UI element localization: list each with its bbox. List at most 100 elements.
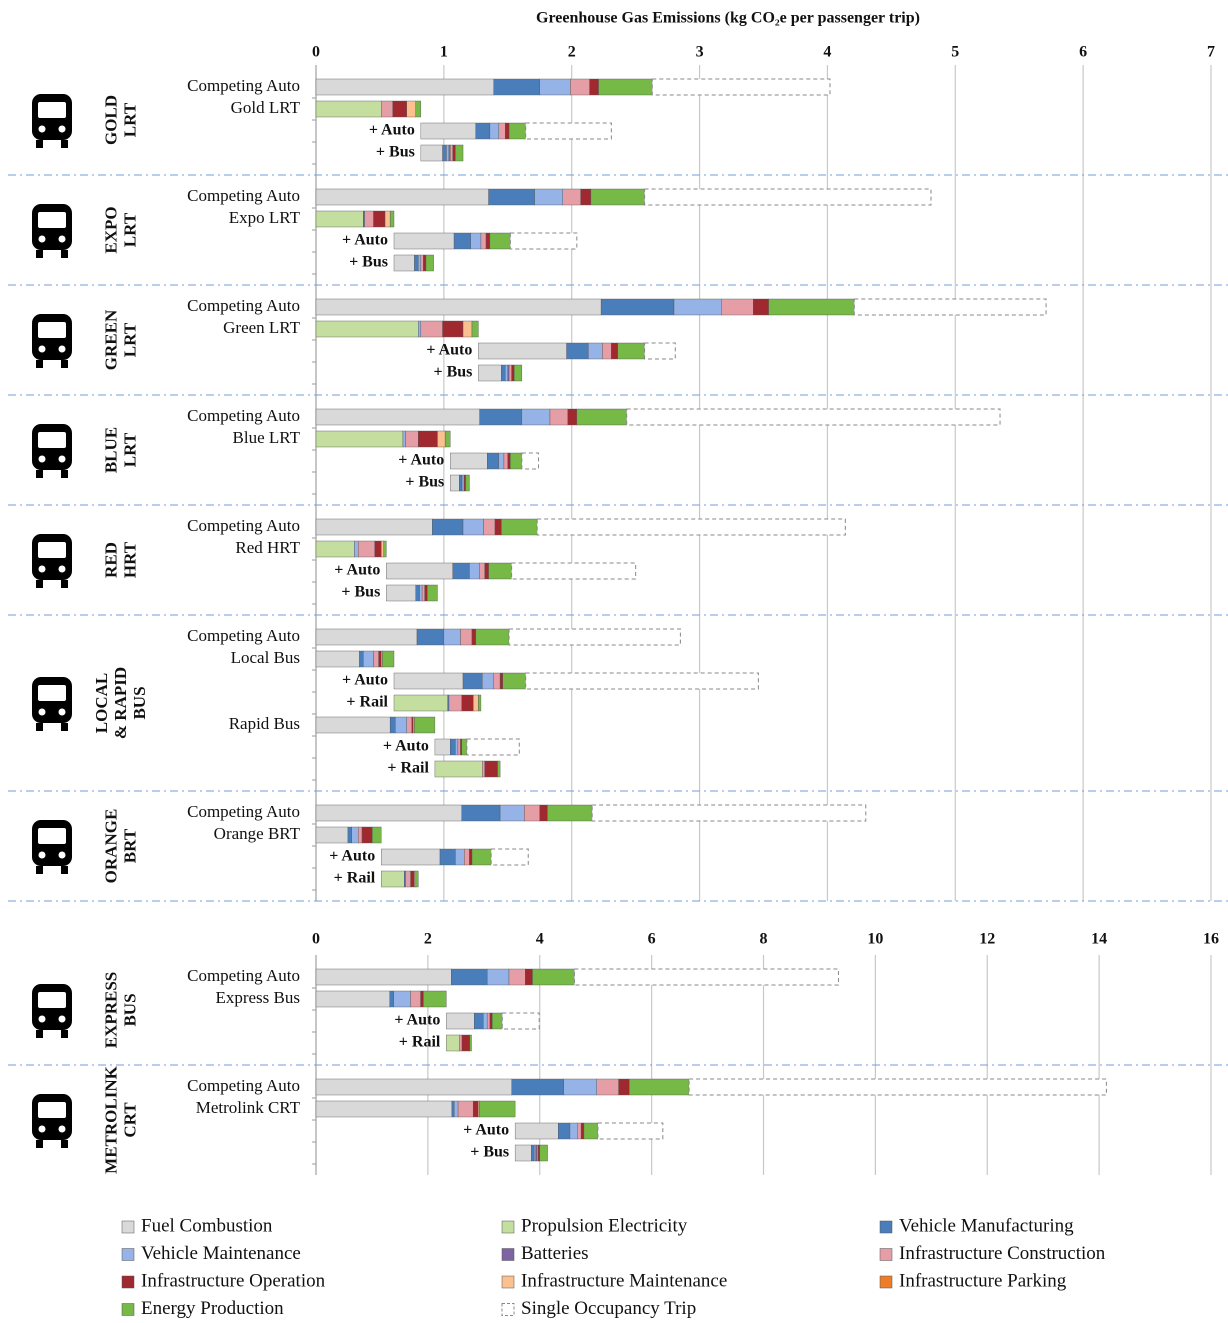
icon-window bbox=[38, 542, 66, 558]
vehicle-icon bbox=[32, 677, 72, 731]
group-label: RED bbox=[101, 542, 120, 578]
bar-segment bbox=[455, 738, 459, 756]
bar-segment bbox=[558, 1122, 571, 1140]
icon-light bbox=[58, 1015, 66, 1023]
legend-label: Vehicle Manufacturing bbox=[899, 1215, 1074, 1236]
bar-segment bbox=[478, 364, 502, 382]
group-label: EXPRESS bbox=[101, 972, 120, 1049]
bar-segment bbox=[569, 1122, 578, 1140]
icon-light bbox=[38, 345, 46, 353]
icon-light bbox=[38, 1125, 46, 1133]
row-label: + Auto bbox=[383, 738, 429, 755]
row-label: Competing Auto bbox=[187, 966, 300, 985]
bar-segment bbox=[405, 870, 411, 888]
bar-segment bbox=[347, 826, 353, 844]
bar-segment bbox=[406, 716, 413, 734]
bar-segment bbox=[415, 100, 422, 118]
row-label: Blue LRT bbox=[233, 428, 301, 447]
bar-segment bbox=[315, 716, 391, 734]
bar-segment bbox=[464, 848, 470, 866]
bar-segment bbox=[393, 694, 448, 712]
bar-segment bbox=[315, 298, 602, 316]
bar-segment bbox=[465, 474, 470, 492]
bar-segment bbox=[600, 298, 675, 316]
bar-segment bbox=[389, 990, 394, 1008]
bar-segment bbox=[483, 518, 496, 536]
bar-segment bbox=[472, 1100, 479, 1118]
bar-segment bbox=[315, 1078, 512, 1096]
row-label: + Bus bbox=[470, 1144, 509, 1161]
bar-segment bbox=[414, 716, 436, 734]
icon-light bbox=[38, 565, 46, 573]
group-label: ORANGE bbox=[101, 809, 120, 884]
icon-wheel bbox=[36, 1030, 43, 1038]
vehicle-icon bbox=[32, 1094, 72, 1148]
bar-segment bbox=[315, 804, 462, 822]
bar-segment bbox=[507, 452, 511, 470]
bar-segment bbox=[563, 1078, 598, 1096]
single-occupancy-segment bbox=[525, 672, 759, 690]
bar-segment bbox=[489, 232, 511, 250]
icon-light bbox=[58, 125, 66, 133]
row-label: Metrolink CRT bbox=[196, 1098, 301, 1117]
bar-segment bbox=[372, 826, 382, 844]
bar-segment bbox=[479, 408, 523, 426]
bar-segment bbox=[381, 540, 384, 558]
bar-segment bbox=[479, 562, 485, 580]
row-label: + Auto bbox=[394, 1012, 440, 1029]
bar-segment bbox=[315, 968, 452, 986]
bar-segment bbox=[444, 430, 451, 448]
bar-segment bbox=[482, 760, 485, 778]
bar-segment bbox=[315, 430, 404, 448]
bar-segment bbox=[432, 518, 464, 536]
bar-segment bbox=[566, 342, 589, 360]
bar-segment bbox=[484, 562, 489, 580]
vehicle-icon bbox=[32, 314, 72, 368]
bar-segment bbox=[420, 144, 443, 162]
bar-segment bbox=[462, 320, 473, 338]
group-label: BRT bbox=[120, 828, 139, 863]
bar-segment bbox=[421, 584, 425, 602]
bar-segment bbox=[502, 672, 526, 690]
bar-segment bbox=[471, 320, 479, 338]
bar-segment bbox=[539, 78, 571, 96]
bar-segment bbox=[361, 826, 373, 844]
bar-segment bbox=[514, 1122, 559, 1140]
x-tick-label: 16 bbox=[1203, 931, 1219, 948]
bar-segment bbox=[494, 518, 502, 536]
bar-segment bbox=[513, 364, 523, 382]
single-occupancy-segment bbox=[525, 122, 612, 140]
icon-light bbox=[58, 851, 66, 859]
bar-segment bbox=[478, 342, 567, 360]
x-tick-label: 6 bbox=[648, 931, 656, 948]
bar-segment bbox=[383, 540, 387, 558]
icon-wheel bbox=[61, 723, 68, 731]
bar-segment bbox=[406, 100, 416, 118]
x-tick-label: 3 bbox=[696, 44, 704, 61]
bar-segment bbox=[483, 1012, 488, 1030]
single-occupancy-segment bbox=[644, 342, 676, 360]
vehicle-icon bbox=[32, 94, 72, 148]
icon-wheel bbox=[36, 250, 43, 258]
bar-segment bbox=[618, 1078, 630, 1096]
legend-swatch bbox=[501, 1275, 515, 1289]
bar-segment bbox=[505, 364, 508, 382]
vehicle-icon bbox=[32, 204, 72, 258]
row-label: + Bus bbox=[433, 364, 472, 381]
bar-segment bbox=[489, 122, 500, 140]
bar-segment bbox=[488, 188, 535, 206]
row-label: + Auto bbox=[369, 122, 415, 139]
row-label: Expo LRT bbox=[229, 208, 301, 227]
bar-segment bbox=[462, 672, 483, 690]
bar-segment bbox=[580, 188, 592, 206]
bar-segment bbox=[567, 408, 578, 426]
bar-segment bbox=[434, 760, 483, 778]
legend-label: Batteries bbox=[521, 1243, 589, 1264]
x-tick-label: 4 bbox=[823, 44, 831, 61]
bar-segment bbox=[514, 1144, 532, 1162]
bar-segment bbox=[446, 1034, 460, 1052]
bar-segment bbox=[315, 78, 494, 96]
bar-segment bbox=[393, 254, 415, 272]
bar-segment bbox=[386, 584, 416, 602]
